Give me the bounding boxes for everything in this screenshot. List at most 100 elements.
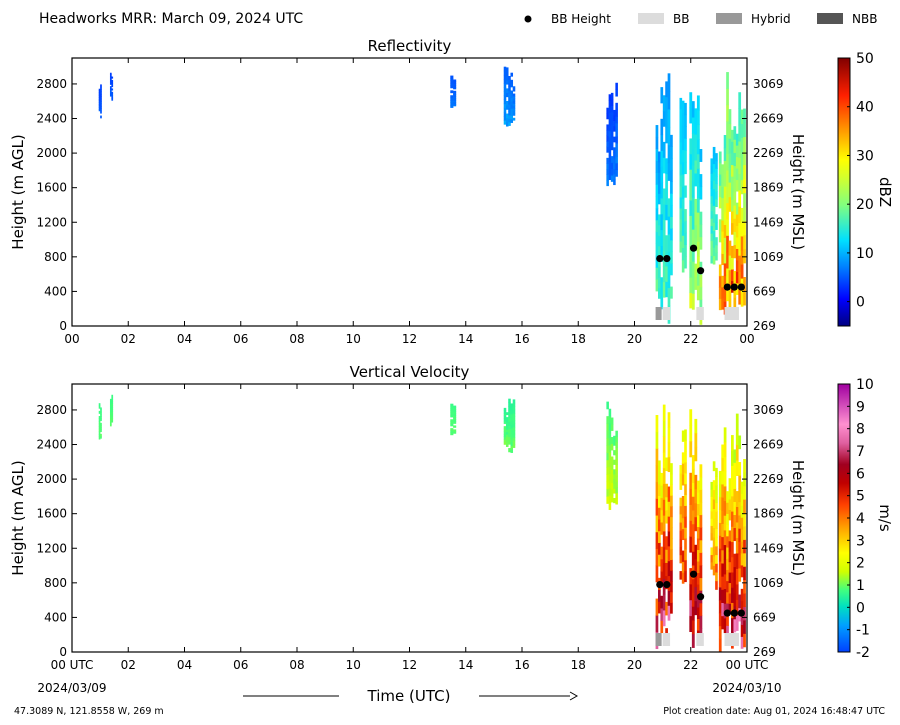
bb-height-point xyxy=(689,244,698,252)
precip-cell xyxy=(615,109,618,117)
precip-cell xyxy=(503,91,507,96)
precip-cell xyxy=(667,486,671,502)
precip-cell xyxy=(667,126,671,146)
x-tick-label: 18 xyxy=(571,658,586,672)
precip-band-6 xyxy=(679,97,687,273)
panel-title-reflectivity: Reflectivity xyxy=(368,37,452,55)
precip-cell xyxy=(505,79,509,85)
precip-cell xyxy=(662,610,666,627)
precip-cell xyxy=(684,126,687,139)
precip-cell xyxy=(508,432,511,438)
precip-cell xyxy=(512,110,516,114)
precip-cell xyxy=(98,433,101,437)
precip-cell xyxy=(735,553,739,569)
precip-cell xyxy=(743,485,746,500)
precip-cell xyxy=(715,183,718,192)
precip-cell xyxy=(606,467,609,475)
precip-cell xyxy=(111,405,114,408)
precip-cell xyxy=(696,95,700,111)
precip-cell xyxy=(723,456,727,472)
precip-cell xyxy=(681,112,685,126)
precip-cell xyxy=(510,119,514,123)
precip-cell xyxy=(109,89,112,92)
legend-nbb-label: NBB xyxy=(852,12,877,26)
precip-cell xyxy=(699,274,703,288)
precip-cell xyxy=(111,417,114,421)
precip-cell xyxy=(658,472,661,485)
precip-cell xyxy=(100,101,102,104)
precip-cell xyxy=(710,203,714,212)
precip-cell xyxy=(512,103,516,107)
precip-cell xyxy=(738,515,742,529)
precip-cell xyxy=(712,537,716,547)
y-tick-label: 1600 xyxy=(36,181,67,195)
precip-cell xyxy=(740,624,744,637)
precip-cell xyxy=(606,496,609,504)
precip-cell xyxy=(508,402,511,407)
precip-cell xyxy=(450,75,454,79)
precip-cell xyxy=(694,121,698,135)
precip-cell xyxy=(655,279,659,292)
precip-cell xyxy=(665,536,668,550)
precip-cell xyxy=(733,231,737,246)
precip-cell xyxy=(606,481,609,490)
precip-cell xyxy=(731,199,734,212)
precip-cell xyxy=(450,95,454,99)
precip-cell xyxy=(508,413,511,419)
precip-cell xyxy=(98,97,101,100)
precip-cell xyxy=(510,449,514,453)
precip-cell xyxy=(98,428,101,432)
precip-cell xyxy=(505,426,509,430)
precip-cell xyxy=(111,95,114,98)
precip-cell xyxy=(111,407,114,410)
precip-band-7 xyxy=(689,92,703,325)
precip-cell xyxy=(733,579,737,594)
y2-tick-label: 669 xyxy=(753,610,776,624)
precip-cell xyxy=(735,460,739,476)
precip-cell xyxy=(665,496,668,511)
precip-cell xyxy=(740,165,744,181)
precip-cell xyxy=(679,186,683,198)
precip-cell xyxy=(662,499,666,516)
precip-cell xyxy=(715,572,718,582)
bb-class-bar-bb xyxy=(696,633,704,646)
precip-cell xyxy=(743,150,746,166)
precip-cell xyxy=(694,544,698,560)
precip-cell xyxy=(691,468,695,483)
precip-cell xyxy=(608,415,612,424)
precip-cell xyxy=(733,152,737,167)
precip-cell xyxy=(684,483,687,496)
precip-cell xyxy=(665,127,668,144)
precip-cell xyxy=(715,546,718,556)
precip-cell xyxy=(740,481,744,494)
precip-cell xyxy=(662,420,666,437)
y-tick-label: 800 xyxy=(44,250,67,264)
precip-cell xyxy=(512,105,516,109)
colorbar-title: dBZ xyxy=(876,177,894,207)
precip-cell xyxy=(696,183,700,199)
precip-cell xyxy=(738,435,742,450)
precip-cell xyxy=(505,444,509,447)
precip-cell xyxy=(98,88,101,91)
precip-cell xyxy=(743,579,746,594)
precip-cell xyxy=(658,507,661,520)
x-tick-label: 20 xyxy=(627,658,642,672)
precip-cell xyxy=(721,457,725,472)
precip-cell xyxy=(689,200,693,216)
precip-cell xyxy=(503,120,507,125)
precip-cell xyxy=(743,552,746,567)
precip-cell xyxy=(710,532,714,541)
precip-band-0 xyxy=(98,403,102,440)
precip-cell xyxy=(684,150,687,163)
precip-cell xyxy=(712,556,716,566)
precip-cell xyxy=(453,90,457,94)
precip-cell xyxy=(610,417,614,425)
precip-cell xyxy=(508,417,511,422)
y2-tick-label: 2269 xyxy=(753,472,784,486)
precip-cell xyxy=(699,602,703,616)
precip-cell xyxy=(505,75,509,81)
precip-cell xyxy=(728,478,732,490)
precip-cell xyxy=(662,141,666,158)
precip-cell xyxy=(740,179,744,195)
precip-cell xyxy=(733,165,737,180)
